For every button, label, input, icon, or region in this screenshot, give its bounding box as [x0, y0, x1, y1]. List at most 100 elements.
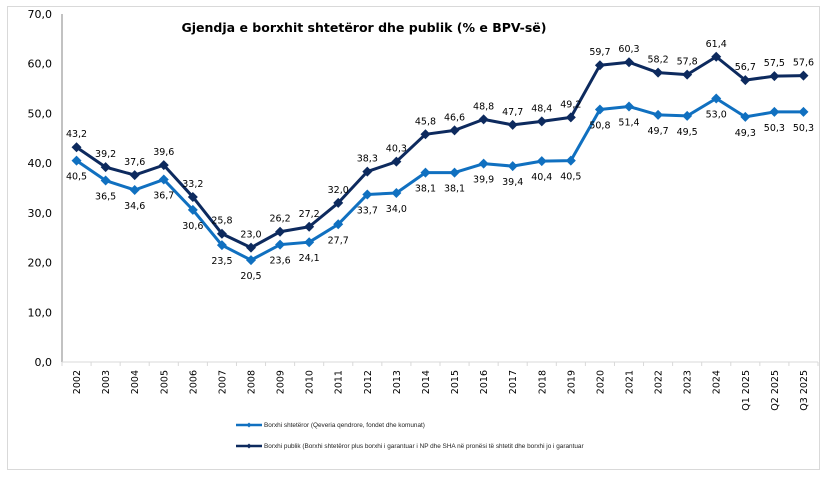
data-label: 33,7: [357, 205, 378, 216]
data-point-marker: [682, 69, 693, 80]
series-borxhi-publik: [71, 51, 809, 253]
data-point-marker: [362, 166, 373, 177]
data-point-marker: [275, 226, 286, 237]
data-point-marker: [187, 191, 198, 202]
legend: Borxhi shtetëror (Qeveria qendrore, fond…: [236, 422, 584, 450]
data-labels: 40,5 36,5 34,6 36,7 30,6 23,5 20,5 23,6 24,1 27,7…: [66, 39, 814, 282]
legend-item: Borxhi publik (Borxhi shtetëror plus bor…: [236, 443, 584, 450]
legend-label: Borxhi publik (Borxhi shtetëror plus bor…: [264, 443, 584, 450]
y-tick-label: 0,0: [35, 356, 53, 369]
data-label: 23,0: [240, 230, 261, 241]
data-label: 37,6: [124, 157, 145, 168]
x-tick-label: 2010: [305, 370, 316, 394]
data-point-marker: [478, 158, 489, 169]
legend-marker-swatch: [246, 443, 252, 449]
data-point-marker: [362, 189, 373, 200]
x-tick-label: 2021: [625, 370, 636, 394]
data-point-marker: [100, 162, 111, 173]
y-tick-label: 10,0: [28, 306, 53, 319]
data-label: 38,1: [415, 184, 436, 195]
data-label: 49,5: [677, 127, 698, 138]
data-label: 50,8: [589, 120, 610, 131]
data-label: 59,7: [589, 47, 610, 58]
data-label: 36,5: [95, 192, 116, 203]
x-tick-label: 2020: [595, 370, 606, 394]
data-label: 58,2: [647, 55, 668, 66]
x-tick-label: 2017: [508, 370, 519, 394]
data-point-marker: [158, 174, 169, 185]
data-label: 40,5: [66, 172, 87, 183]
data-label: 26,2: [269, 214, 290, 225]
data-point-marker: [420, 129, 431, 140]
x-axis: 2002 2003 2004 2005 2006 2007 2008 2009 2010 2011…: [61, 361, 819, 411]
data-point-marker: [536, 116, 547, 127]
data-point-marker: [507, 119, 518, 130]
data-label: 56,7: [735, 62, 756, 73]
x-tick-label: 2024: [712, 370, 723, 394]
x-tick-label: 2004: [130, 370, 141, 394]
data-label: 27,7: [328, 235, 349, 246]
data-label: 32,0: [328, 185, 349, 196]
x-tick-label: 2013: [392, 370, 403, 394]
data-label: 53,0: [706, 110, 727, 121]
legend-item: Borxhi shtetëror (Qeveria qendrore, fond…: [236, 422, 425, 429]
data-label: 39,4: [502, 177, 523, 188]
data-label: 49,7: [647, 126, 668, 137]
data-point-marker: [740, 111, 751, 122]
x-tick-label: 2009: [276, 370, 287, 394]
data-point-marker: [769, 106, 780, 117]
data-label: 38,3: [357, 154, 378, 165]
data-point-marker: [246, 255, 256, 266]
data-label: 34,6: [124, 201, 145, 212]
data-point-marker: [507, 161, 518, 172]
data-label: 39,2: [95, 149, 116, 160]
chart-title: Gjendja e borxhit shtetëror dhe publik (…: [182, 20, 547, 35]
x-tick-label: 2019: [566, 370, 577, 394]
data-label: 47,7: [502, 107, 523, 118]
data-point-marker: [740, 75, 751, 86]
series-borxhi-shteteror: [71, 93, 809, 266]
data-point-marker: [71, 142, 82, 153]
series-layer: [71, 51, 809, 266]
data-point-marker: [536, 156, 547, 167]
x-tick-label: 2006: [188, 370, 199, 394]
data-point-marker: [565, 155, 576, 166]
data-point-marker: [420, 167, 431, 178]
data-label: 51,4: [618, 117, 639, 128]
data-point-marker: [682, 110, 693, 121]
data-point-marker: [129, 184, 140, 195]
data-point-marker: [129, 170, 140, 181]
y-tick-label: 60,0: [28, 58, 53, 71]
data-label: 61,4: [706, 39, 727, 50]
data-point-marker: [594, 104, 605, 115]
data-label: 24,1: [299, 253, 320, 264]
x-tick-label: Q3 2025: [799, 370, 810, 411]
x-tick-label: 2022: [654, 370, 665, 394]
y-tick-label: 20,0: [28, 257, 53, 270]
data-point-marker: [769, 71, 780, 82]
x-tick-label: 2003: [101, 370, 112, 394]
data-point-marker: [216, 228, 227, 239]
data-label: 40,5: [560, 172, 581, 183]
data-label: 49,3: [735, 128, 756, 139]
y-tick-label: 30,0: [28, 207, 53, 220]
data-point-marker: [711, 93, 722, 104]
x-tick-label: 2008: [247, 370, 258, 394]
data-point-marker: [187, 204, 198, 215]
data-point-marker: [304, 237, 315, 248]
series-line: [75, 97, 804, 262]
x-tick-label: 2023: [683, 370, 694, 394]
y-tick-label: 70,0: [28, 8, 53, 21]
data-label: 43,2: [66, 129, 87, 140]
data-label: 46,6: [444, 112, 465, 123]
y-tick-label: 40,0: [28, 157, 53, 170]
y-tick-label: 50,0: [28, 107, 53, 120]
data-point-marker: [653, 109, 664, 120]
data-label: 39,6: [153, 147, 174, 158]
x-tick-label: 2014: [421, 370, 432, 394]
data-point-marker: [565, 112, 576, 123]
data-point-marker: [216, 240, 227, 251]
x-tick-label: Q2 2025: [770, 370, 781, 411]
data-label: 60,3: [618, 44, 639, 55]
